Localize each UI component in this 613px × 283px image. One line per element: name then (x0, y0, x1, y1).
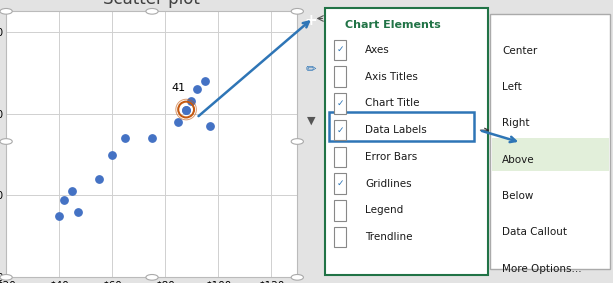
Point (73, 210, 83, 214)
FancyBboxPatch shape (492, 138, 609, 171)
FancyBboxPatch shape (334, 200, 346, 221)
Text: Right: Right (503, 118, 530, 128)
Text: 41: 41 (171, 83, 185, 93)
Text: +: + (305, 13, 317, 28)
FancyBboxPatch shape (334, 227, 346, 247)
FancyBboxPatch shape (334, 67, 346, 87)
FancyBboxPatch shape (334, 147, 346, 167)
Text: Below: Below (503, 191, 534, 201)
FancyBboxPatch shape (329, 112, 474, 141)
Text: Data Labels: Data Labels (365, 125, 427, 135)
FancyBboxPatch shape (334, 93, 346, 114)
Point (181, 107, 191, 112)
Text: Gridlines: Gridlines (365, 179, 412, 189)
Point (120, 136, 130, 140)
Text: ✓: ✓ (337, 179, 344, 188)
Text: ✓: ✓ (337, 45, 344, 54)
Point (173, 119, 183, 124)
FancyBboxPatch shape (334, 173, 346, 194)
Point (67, 189, 77, 194)
FancyBboxPatch shape (334, 120, 346, 140)
Point (192, 87, 202, 91)
Text: Data Callout: Data Callout (503, 228, 568, 237)
Text: Chart Title: Chart Title (365, 98, 419, 108)
Text: Left: Left (503, 82, 522, 92)
Text: Axes: Axes (365, 45, 390, 55)
Text: ✓: ✓ (337, 99, 344, 108)
Point (205, 124, 215, 128)
Point (147, 136, 157, 140)
Text: More Options...: More Options... (503, 264, 582, 274)
Text: ✏: ✏ (305, 64, 316, 76)
Text: ▼: ▼ (306, 116, 315, 126)
Point (186, 99, 196, 104)
Point (54, 214, 64, 218)
Title: Scatter plot: Scatter plot (103, 0, 200, 8)
Text: Chart Elements: Chart Elements (345, 20, 441, 30)
Point (181, 107, 191, 112)
Text: Trendline: Trendline (365, 232, 413, 242)
Point (94, 177, 104, 181)
Text: Error Bars: Error Bars (365, 152, 417, 162)
Point (59, 197, 69, 202)
Point (200, 79, 210, 83)
Point (181, 107, 191, 112)
Text: Legend: Legend (365, 205, 403, 215)
FancyBboxPatch shape (490, 14, 610, 269)
FancyBboxPatch shape (334, 40, 346, 60)
Point (181, 107, 191, 112)
Text: Above: Above (503, 155, 535, 165)
Text: Axis Titles: Axis Titles (365, 72, 418, 82)
Point (107, 152, 117, 157)
Text: Center: Center (503, 46, 538, 55)
FancyBboxPatch shape (326, 8, 487, 275)
Text: ✓: ✓ (337, 126, 344, 135)
